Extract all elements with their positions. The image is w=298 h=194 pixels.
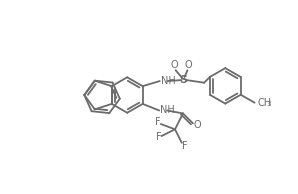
Text: F: F: [156, 132, 161, 142]
Text: O: O: [171, 60, 179, 70]
Text: CH: CH: [257, 98, 272, 108]
Text: F: F: [182, 141, 187, 151]
Text: NH: NH: [161, 76, 176, 86]
Text: S: S: [179, 75, 187, 85]
Text: NH: NH: [160, 106, 175, 115]
Text: O: O: [185, 60, 192, 70]
Text: 3: 3: [266, 101, 271, 107]
Text: O: O: [193, 120, 201, 130]
Text: F: F: [155, 117, 161, 127]
